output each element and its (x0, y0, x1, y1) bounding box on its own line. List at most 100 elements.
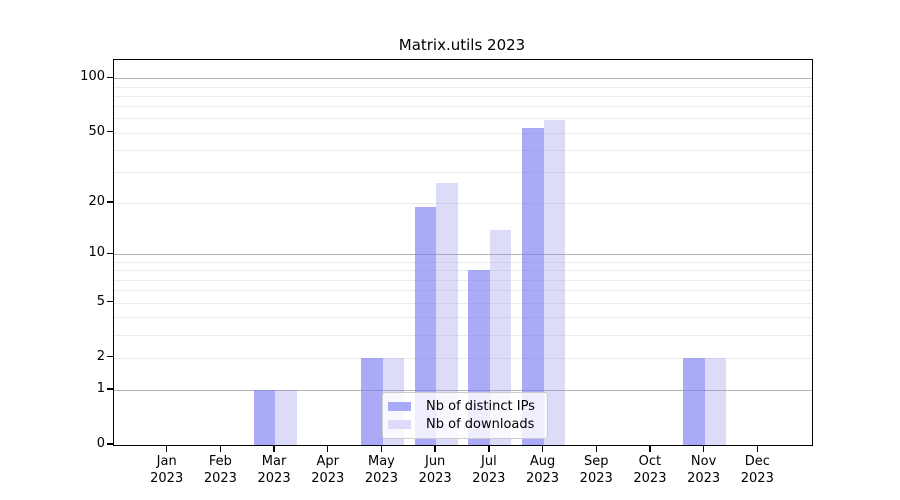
minor-gridline (114, 149, 812, 151)
x-tick-year: 2023 (579, 471, 613, 486)
minor-gridline (114, 172, 812, 174)
x-tick-label: Aug 2023 (508, 453, 578, 487)
major-gridline (114, 389, 812, 391)
x-tick-mark (327, 445, 329, 452)
bar-downloads-jun-2023 (436, 183, 458, 445)
y-tick-mark (107, 388, 113, 390)
x-tick-label: Nov 2023 (669, 453, 739, 487)
y-tick-label: 2 (96, 348, 105, 364)
legend-swatch-downloads (388, 419, 411, 429)
y-tick-label: 50 (88, 123, 105, 139)
minor-gridline (114, 262, 812, 263)
bar-ips-nov-2023 (683, 357, 705, 445)
x-tick-year: 2023 (472, 471, 506, 486)
x-tick-year: 2023 (311, 471, 345, 486)
y-tick-label: 0 (96, 436, 105, 451)
x-tick-month: May (368, 454, 395, 469)
minor-gridline (114, 279, 812, 281)
chart-title: Matrix.utils 2023 (398, 36, 526, 54)
x-tick-month: Jan (156, 454, 177, 469)
x-tick-mark (165, 445, 168, 452)
minor-gridline (114, 86, 812, 88)
y-tick-label: 100 (80, 69, 105, 85)
minor-gridline (114, 317, 812, 319)
legend-swatch-distinct-ips (388, 402, 411, 412)
x-tick-year: 2023 (203, 471, 237, 486)
x-tick-label: Jun 2023 (400, 453, 470, 487)
legend-label-distinct-ips: Nb of distinct IPs (426, 399, 535, 415)
x-tick-month: Apr (316, 454, 340, 469)
x-tick-month: Feb (208, 454, 232, 469)
x-tick-mark (541, 445, 544, 452)
bar-downloads-jul-2023 (489, 229, 512, 445)
bar-ips-may-2023 (361, 357, 383, 445)
minor-gridline (114, 334, 812, 336)
bar-downloads-mar-2023 (275, 389, 297, 445)
x-tick-month: Jun (424, 454, 446, 469)
y-tick-mark (107, 443, 113, 445)
x-tick-mark (595, 445, 597, 452)
y-tick-mark (107, 130, 113, 133)
x-tick-month: Dec (744, 454, 770, 469)
x-tick-label: May 2023 (346, 453, 416, 487)
minor-gridline (114, 132, 812, 134)
x-tick-year: 2023 (633, 471, 667, 486)
major-gridline (114, 78, 812, 80)
x-tick-mark (380, 445, 383, 452)
x-tick-mark (649, 445, 651, 452)
y-tick-label: 20 (88, 194, 105, 210)
y-tick-label: 1 (96, 380, 105, 396)
minor-gridline (114, 95, 812, 97)
x-tick-year: 2023 (150, 471, 184, 486)
legend-row-distinct-ips: Nb of distinct IPs (388, 399, 539, 414)
x-tick-label: Dec 2023 (722, 453, 792, 487)
minor-gridline (114, 118, 812, 120)
minor-gridline (114, 357, 812, 359)
x-tick-month: Sep (583, 454, 609, 469)
x-tick-year: 2023 (687, 471, 721, 486)
x-tick-mark (702, 445, 705, 452)
x-tick-mark (219, 445, 222, 452)
y-tick-mark (107, 252, 113, 255)
x-tick-month: Aug (529, 454, 556, 469)
x-tick-label: Apr 2023 (293, 453, 363, 487)
bar-downloads-nov-2023 (704, 357, 727, 445)
bar-ips-jun-2023 (414, 206, 437, 445)
legend-row-downloads: Nb of downloads (388, 417, 539, 432)
x-tick-year: 2023 (418, 471, 452, 486)
y-tick-mark (107, 300, 113, 303)
minor-gridline (114, 203, 812, 204)
legend-label-downloads: Nb of downloads (426, 416, 535, 432)
minor-gridline (114, 302, 812, 304)
legend: Nb of distinct IPs Nb of downloads (382, 392, 548, 439)
bar-downloads-aug-2023 (543, 119, 565, 445)
x-tick-month: Mar (261, 454, 287, 469)
x-tick-label: Feb 2023 (185, 453, 255, 487)
minor-gridline (114, 270, 812, 272)
minor-gridline (114, 106, 812, 108)
bar-ips-aug-2023 (522, 128, 544, 445)
x-tick-mark (488, 445, 490, 452)
x-tick-year: 2023 (364, 471, 398, 486)
y-tick-mark (107, 76, 113, 78)
y-tick-label: 10 (88, 245, 105, 261)
x-tick-year: 2023 (257, 471, 291, 486)
y-tick-mark (107, 201, 113, 203)
x-tick-label: Jul 2023 (454, 453, 524, 487)
x-tick-month: Jul (481, 454, 497, 469)
x-tick-mark (434, 445, 436, 452)
x-tick-year: 2023 (740, 471, 774, 486)
minor-gridline (114, 290, 812, 292)
x-tick-month: Nov (690, 454, 717, 469)
x-tick-label: Oct 2023 (615, 453, 685, 487)
x-tick-label: Sep 2023 (561, 453, 631, 487)
plot-area: Nb of distinct IPs Nb of downloads (113, 59, 813, 446)
x-tick-mark (273, 445, 275, 452)
x-tick-label: Jan 2023 (132, 453, 202, 487)
bar-ips-mar-2023 (253, 389, 276, 445)
y-tick-mark (107, 355, 113, 358)
x-tick-mark (756, 445, 758, 452)
x-tick-month: Oct (638, 454, 662, 469)
y-tick-label: 5 (96, 293, 105, 309)
